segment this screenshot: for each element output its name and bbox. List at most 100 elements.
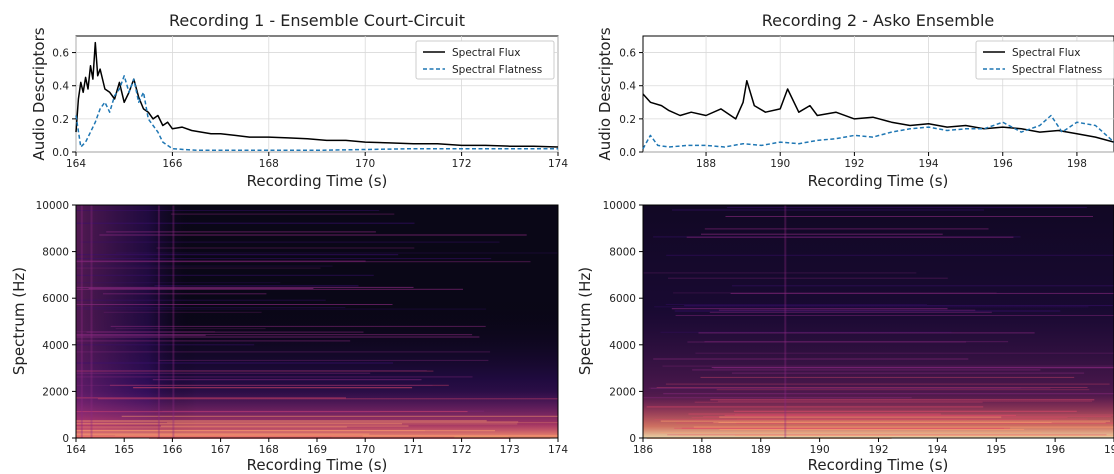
x-tick-label: 190 — [770, 158, 790, 170]
spectral-band — [730, 292, 1114, 294]
spectral-band — [76, 351, 491, 353]
spectral-band — [76, 411, 468, 413]
y-tick-label: 6000 — [42, 293, 69, 305]
onset-streak — [80, 205, 83, 438]
x-tick-label: 172 — [452, 158, 472, 170]
spectral-band — [76, 376, 473, 378]
spectral-band — [660, 331, 952, 333]
spectral-band — [76, 210, 380, 211]
onset-streak — [90, 205, 93, 438]
spectral-band — [733, 410, 1077, 412]
y-axis-label: Audio Descriptors — [596, 27, 614, 160]
spectral-band — [152, 379, 422, 381]
spectral-band — [76, 362, 394, 364]
spectral-band — [704, 341, 1009, 343]
spectral-band — [103, 293, 267, 295]
spectral-band — [76, 336, 480, 338]
x-tick-label: 169 — [307, 444, 327, 456]
x-tick-label: 196 — [1045, 444, 1065, 456]
legend-label: Spectral Flux — [1012, 47, 1081, 59]
spectral-band — [643, 397, 912, 399]
chart-recording-2-descriptors: Recording 2 - Asko Ensemble 188 190 192 194… — [596, 11, 1114, 190]
x-tick-label: 192 — [868, 444, 888, 456]
spectral-band — [76, 435, 363, 437]
spectral-band — [704, 228, 989, 230]
spectral-band — [88, 288, 314, 289]
y-tick-labels: 0 2000 4000 6000 8000 10000 — [36, 200, 76, 445]
spectral-band — [76, 261, 531, 263]
spectral-band — [665, 383, 1110, 385]
spectral-band — [668, 277, 948, 279]
y-tick-labels: 0.0 0.2 0.4 0.6 — [619, 48, 643, 159]
y-tick-label: 4000 — [609, 340, 636, 352]
grid — [643, 36, 1114, 153]
spectral-band — [719, 416, 1002, 418]
spectral-band — [76, 436, 509, 438]
x-axis-label: Recording Time (s) — [247, 456, 388, 474]
y-tick-label: 0.0 — [52, 147, 69, 159]
x-tick-label: 190 — [810, 444, 830, 456]
series-line-spectral-flatness — [75, 75, 558, 152]
spectral-band — [716, 389, 1090, 391]
x-tick-label: 171 — [403, 444, 423, 456]
y-axis-label: Audio Descriptors — [30, 27, 48, 160]
series-lines — [75, 41, 559, 152]
spectral-band — [76, 397, 346, 399]
spectral-band — [653, 358, 969, 360]
spectral-band — [700, 376, 1075, 378]
y-tick-label: 0.6 — [619, 48, 636, 60]
spectral-band — [76, 340, 351, 342]
spectral-band — [660, 432, 1042, 433]
x-tick-label: 168 — [259, 444, 279, 456]
x-tick-label: 164 — [66, 444, 86, 456]
x-tick-label: 167 — [211, 444, 231, 456]
spectral-band — [719, 429, 1025, 430]
legend-label: Spectral Flatness — [452, 64, 542, 76]
spectral-band — [665, 304, 927, 305]
spectral-band — [109, 384, 449, 386]
spectral-band — [701, 233, 943, 235]
chart-recording-1-descriptors: Recording 1 - Ensemble Court-Circuit 164… — [30, 11, 568, 190]
spectral-band — [97, 398, 559, 400]
chart-title: Recording 2 - Asko Ensemble — [762, 11, 995, 30]
x-tick-label: 173 — [500, 444, 520, 456]
spectral-band — [76, 288, 463, 290]
y-tick-label: 8000 — [609, 247, 636, 259]
y-tick-label: 10000 — [603, 200, 636, 212]
spectral-band — [725, 216, 1093, 217]
spectral-band — [76, 370, 427, 372]
series-line-spectral-flux — [75, 41, 559, 148]
spectral-band — [76, 304, 393, 305]
x-tick-label: 168 — [259, 158, 279, 170]
legend-box — [975, 40, 1114, 80]
series-lines — [642, 79, 1114, 150]
spectral-band — [110, 325, 486, 327]
onset-streak — [172, 205, 175, 438]
spectral-band — [76, 258, 492, 260]
spectral-band — [76, 411, 380, 413]
spectral-band — [667, 434, 1107, 436]
y-axis-label: Spectrum (Hz) — [576, 267, 594, 375]
x-tick-label: 192 — [844, 158, 864, 170]
x-tick-label: 189 — [751, 444, 771, 456]
spectral-band — [732, 285, 1114, 287]
spectral-band — [76, 222, 415, 224]
series-line-spectral-flatness — [642, 114, 1114, 150]
x-tick-label: 186 — [633, 444, 653, 456]
spectral-band — [121, 415, 558, 417]
spectral-band — [76, 260, 366, 262]
spectral-band — [648, 387, 1021, 389]
spectral-band — [663, 393, 1114, 395]
spectral-band — [675, 315, 1114, 316]
spectral-band — [678, 434, 1082, 436]
spectral-band — [76, 430, 426, 432]
spectral-band — [170, 213, 395, 215]
spectral-band — [656, 387, 1088, 388]
y-tick-label: 0.4 — [52, 81, 69, 93]
y-tick-label: 0.2 — [619, 114, 636, 126]
legend-box — [415, 40, 555, 80]
spectral-band — [106, 231, 376, 233]
x-tick-label: 166 — [162, 444, 182, 456]
spectral-band — [99, 234, 527, 236]
spectral-band — [76, 426, 347, 428]
